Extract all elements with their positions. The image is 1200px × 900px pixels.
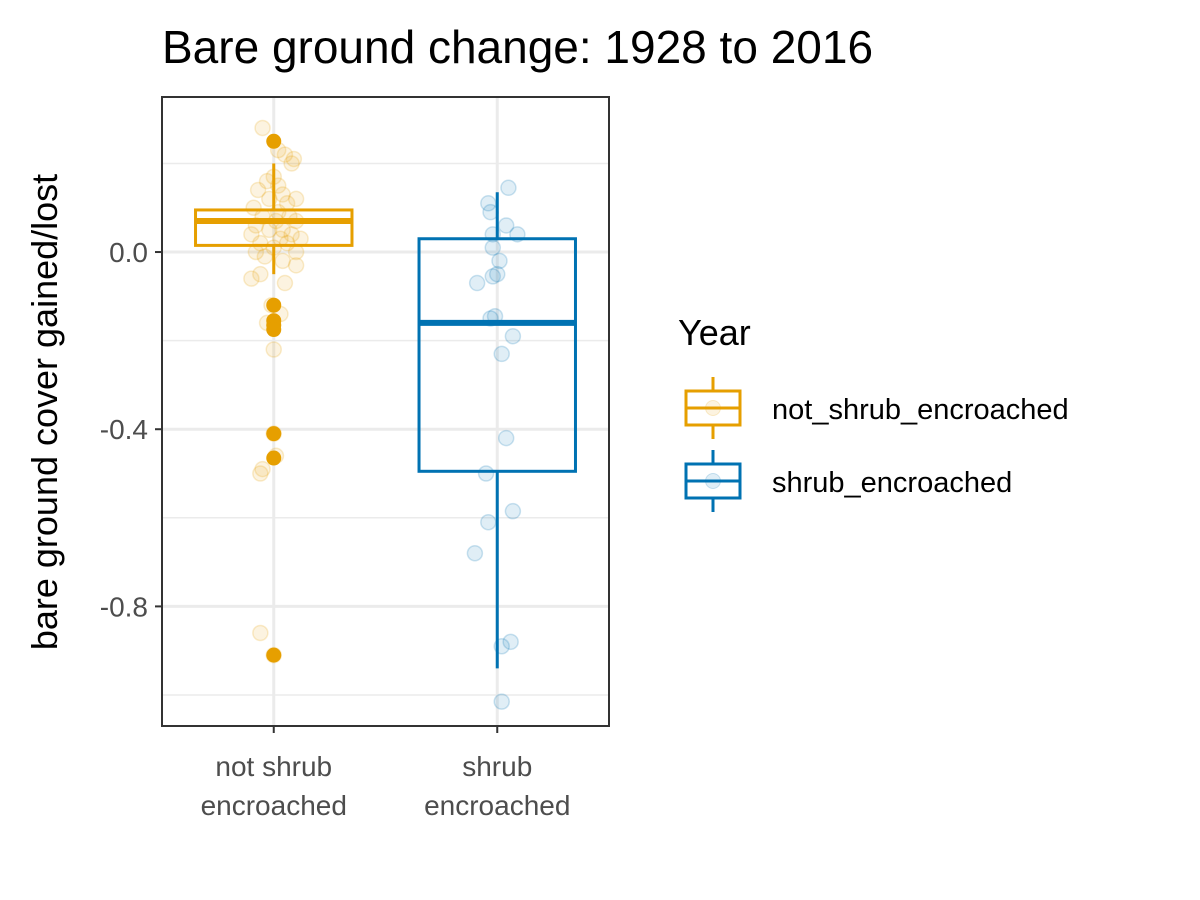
- y-axis-title: bare ground cover gained/lost: [24, 174, 65, 650]
- jitter-point: [252, 624, 269, 642]
- jitter-point: [504, 327, 522, 345]
- y-tick-label: -0.8: [100, 591, 148, 622]
- jitter-point: [283, 155, 300, 172]
- jitter-point: [493, 345, 510, 363]
- jitter-point: [276, 274, 294, 292]
- jitter-point: [243, 270, 260, 287]
- plot-area: [194, 119, 577, 710]
- jitter-point: [480, 513, 497, 531]
- outlier-point: [266, 133, 282, 149]
- jitter-point: [484, 268, 502, 285]
- jitter-point: [285, 150, 303, 168]
- jitter-point: [265, 341, 282, 358]
- axes: 0.0 -0.4 -0.8 not shrub encroached shrub encro…: [100, 237, 571, 821]
- box-group-not_shrub_encroached: [194, 119, 354, 664]
- legend-key-point: [705, 400, 721, 416]
- jitter-point: [278, 234, 296, 252]
- x-tick-label: not shrub: [215, 751, 332, 782]
- jitter-point: [254, 460, 271, 478]
- jitter-point: [283, 226, 300, 243]
- jitter-point: [491, 252, 508, 270]
- outlier-point: [266, 450, 282, 466]
- legend-key-shrub_encroached: shrub_encroached: [684, 450, 1012, 512]
- legend-label: not_shrub_encroached: [772, 394, 1069, 426]
- jitter-point: [256, 248, 274, 265]
- chart-title: Bare ground change: 1928 to 2016: [162, 21, 873, 73]
- jitter-point: [243, 226, 260, 243]
- jitter-point: [468, 274, 486, 292]
- jitter-point: [489, 265, 506, 283]
- panel-border: [161, 96, 610, 727]
- legend: not_shrub_encroached shrub_encroached: [684, 377, 1069, 512]
- jitter-point: [245, 199, 262, 216]
- jitter-point: [252, 234, 269, 252]
- jitter-point: [254, 119, 271, 137]
- outlier-point: [266, 647, 282, 663]
- x-tick-label: encroached: [424, 790, 570, 821]
- y-tick-label: -0.4: [100, 414, 148, 445]
- x-tick-label: shrub: [462, 751, 532, 782]
- y-tick-label: 0.0: [109, 237, 148, 268]
- jitter-point: [502, 633, 519, 651]
- box: [194, 208, 354, 247]
- legend-label: shrub_encroached: [772, 467, 1012, 499]
- jitter-point: [249, 181, 267, 199]
- outlier-point: [266, 426, 282, 442]
- legend-key-not_shrub_encroached: not_shrub_encroached: [684, 377, 1069, 439]
- jitter-point: [276, 146, 294, 163]
- jitter-point: [477, 465, 495, 482]
- legend-title: Year: [678, 312, 751, 353]
- jitter-point: [466, 544, 484, 562]
- jitter-point: [252, 465, 269, 482]
- outlier-point: [266, 297, 282, 313]
- jitter-point: [252, 265, 269, 283]
- jitter-point: [493, 693, 510, 710]
- jitter-point: [287, 257, 305, 274]
- legend-key-point: [705, 473, 721, 489]
- jitter-point: [500, 179, 517, 197]
- x-tick-label: encroached: [201, 790, 347, 821]
- outlier-point: [266, 322, 282, 338]
- box: [417, 237, 577, 473]
- jitter-point: [504, 502, 522, 520]
- jitter-point: [287, 190, 305, 208]
- jitter-point: [497, 429, 515, 447]
- grid-lines: [162, 97, 609, 726]
- box-group-shrub_encroached: [417, 179, 577, 710]
